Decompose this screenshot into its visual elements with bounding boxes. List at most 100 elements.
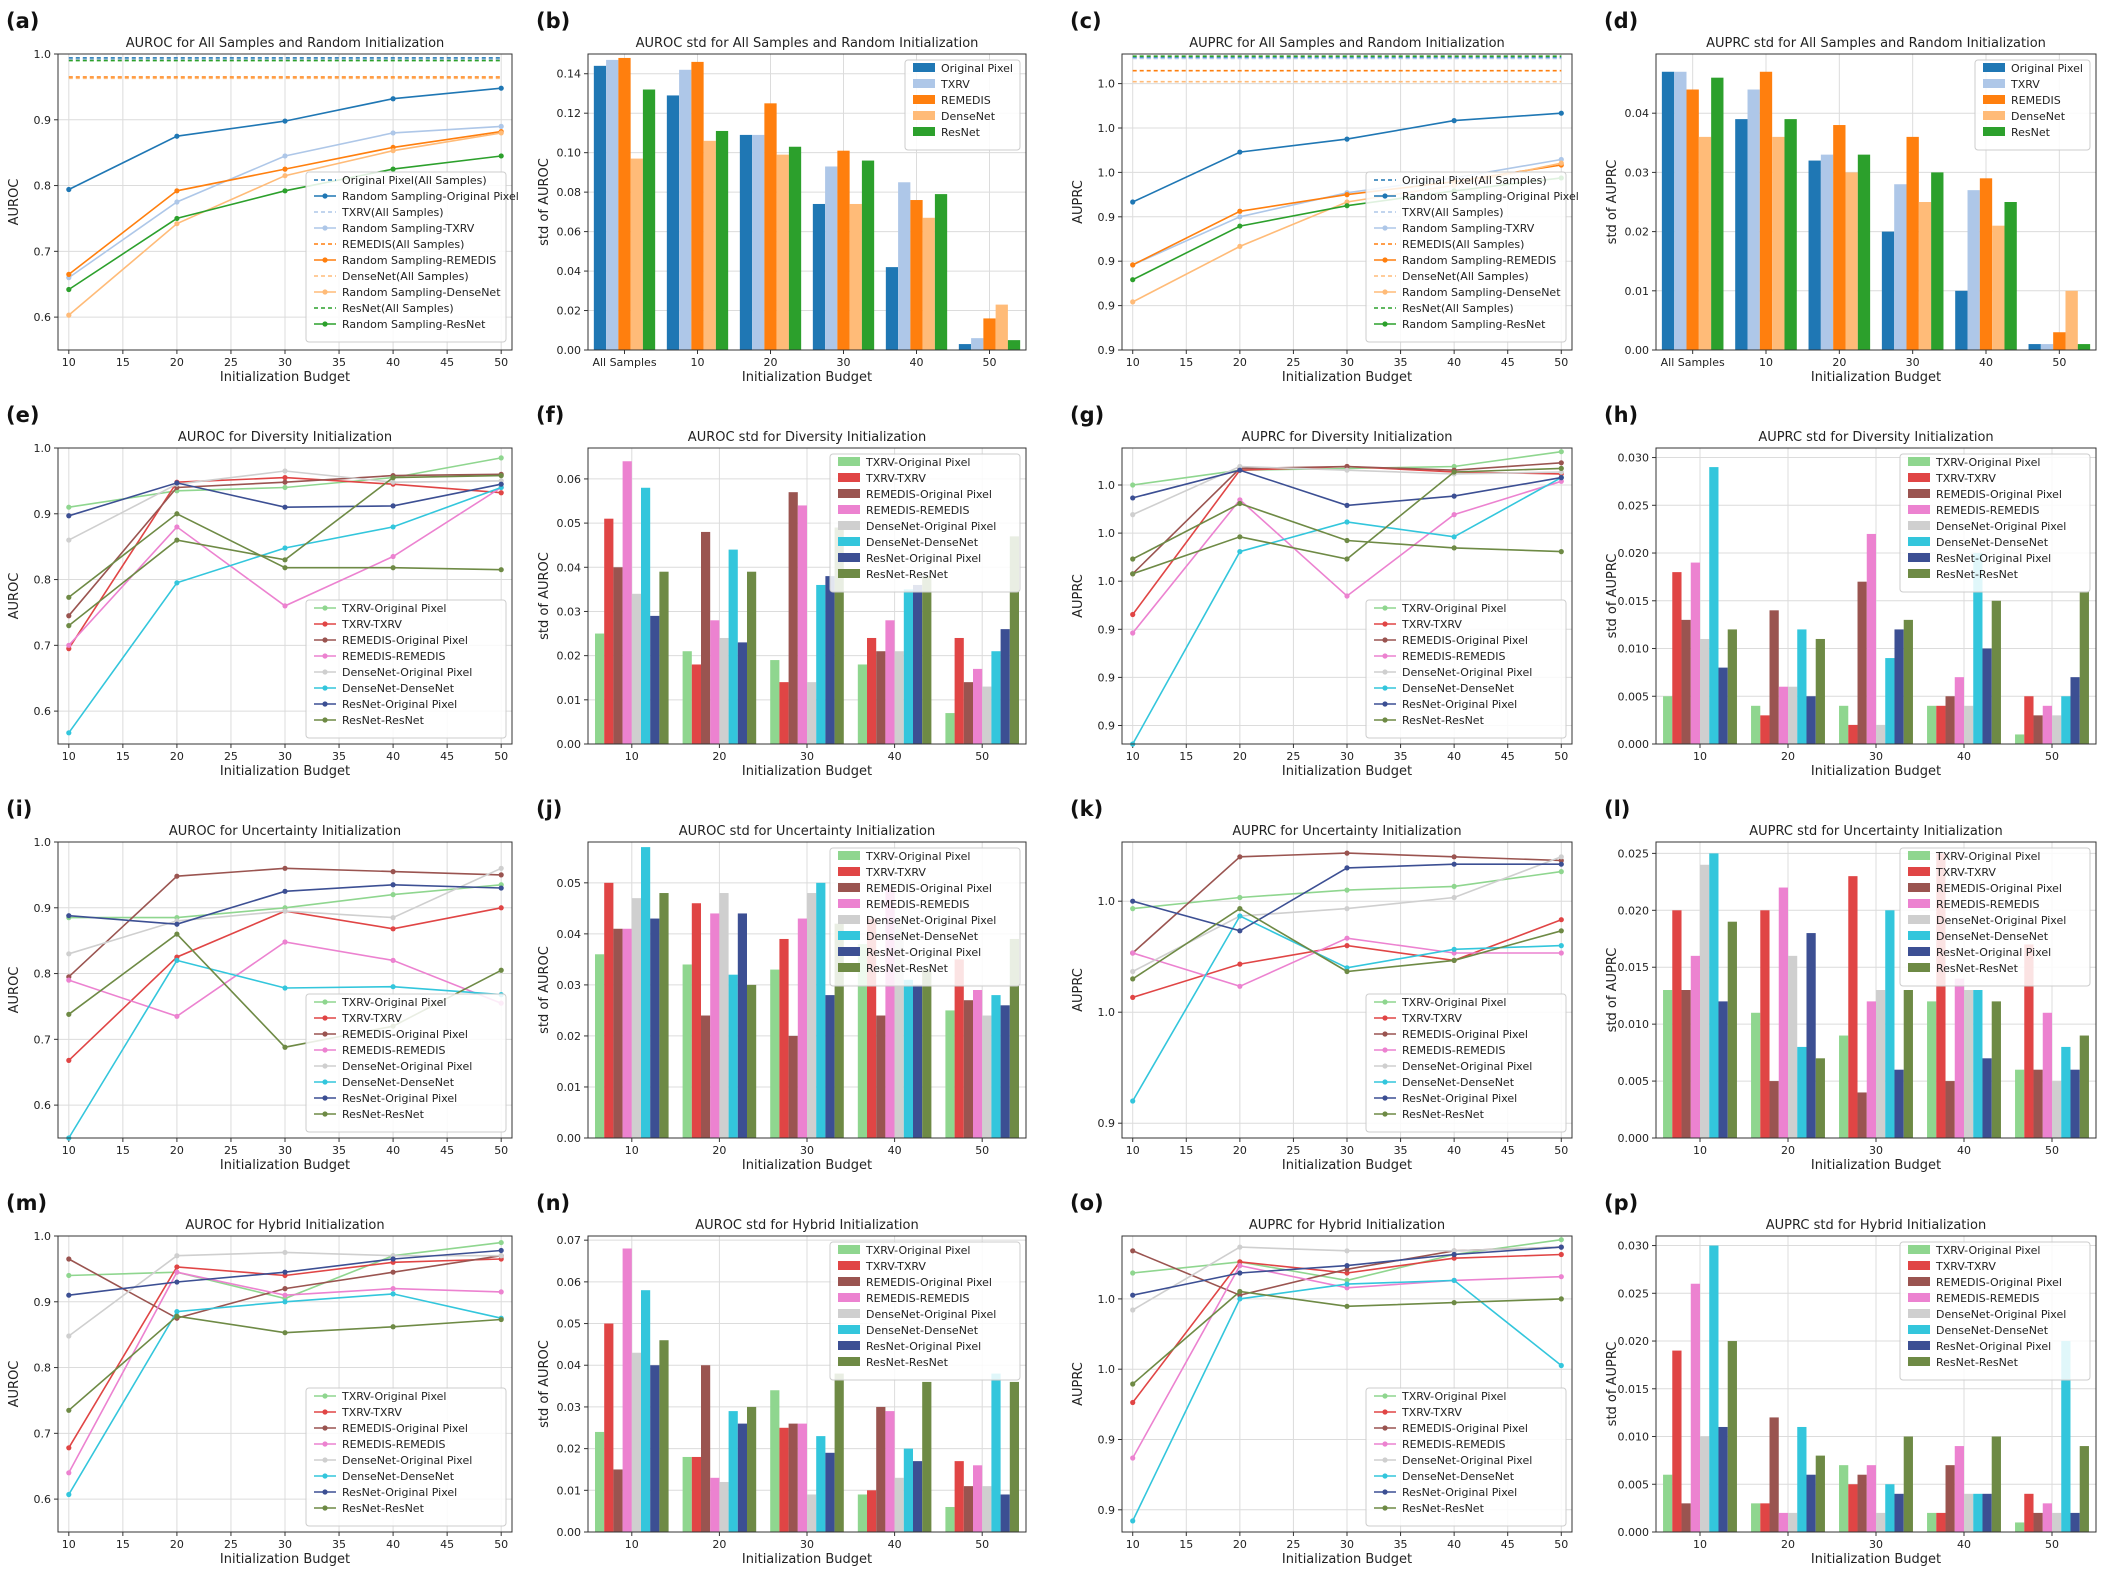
bar [963, 1000, 974, 1138]
data-point [174, 931, 180, 937]
bar [2070, 1069, 2080, 1138]
bar [703, 140, 716, 350]
data-point [1344, 519, 1350, 525]
data-point [1344, 906, 1350, 912]
legend-marker [1382, 321, 1388, 327]
plot-border [587, 1235, 1027, 1533]
data-point [1237, 961, 1243, 967]
panel-n: (n) AUROC std for Hybrid Initialization 0.… [536, 1191, 1027, 1567]
x-axis-label: Initialization Budget [1811, 370, 1941, 385]
data-point [1344, 935, 1350, 941]
legend-label: ResNet-Original Pixel [866, 1340, 981, 1353]
legend-label: DenseNet-DenseNet [1936, 1324, 2049, 1337]
data-point [1451, 957, 1457, 964]
bar [788, 492, 798, 744]
bar [1000, 629, 1010, 744]
data-point [1344, 593, 1350, 599]
legend-label: DenseNet-Original Pixel [342, 1454, 472, 1467]
data-point [390, 926, 396, 932]
bar [1964, 990, 1974, 1138]
bar [715, 130, 729, 350]
x-tick-label: 35 [332, 356, 346, 369]
legend-label: DenseNet-DenseNet [1402, 682, 1515, 695]
bar [857, 664, 868, 744]
legend-label: ResNet-ResNet [342, 714, 425, 727]
legend-swatch [838, 521, 860, 530]
data-point [174, 221, 180, 227]
x-tick-label: 15 [1179, 1538, 1193, 1551]
legend-marker [1382, 1015, 1388, 1021]
legend-label: ResNet(All Samples) [1402, 302, 1514, 315]
legend-marker [1382, 1409, 1388, 1415]
y-tick-label: 0.04 [557, 928, 582, 941]
bar [2052, 1081, 2062, 1138]
data-point [1344, 203, 1350, 209]
bar [1876, 724, 1886, 744]
data-point [1451, 469, 1457, 475]
legend-label: ResNet-ResNet [1936, 1356, 2019, 1369]
x-axis-label: Initialization Budget [742, 764, 872, 779]
bar [2024, 696, 2034, 744]
bar [912, 984, 923, 1138]
legend-label: TXRV-Original Pixel [865, 850, 970, 863]
bar [1967, 190, 1980, 350]
data-point [390, 915, 396, 921]
bar [630, 158, 643, 350]
data-point [174, 1279, 180, 1285]
y-tick-label: 0.02 [1625, 226, 1650, 239]
data-point [1451, 883, 1457, 890]
x-tick-label: 25 [224, 1144, 238, 1157]
y-tick-label: 0.9 [1098, 720, 1116, 733]
legend: TXRV-Original Pixel TXRV-TXRV REMEDIS-Orig… [829, 847, 1021, 987]
bar [954, 637, 964, 744]
data-point [1344, 136, 1350, 142]
data-point [1558, 160, 1564, 166]
bar [1759, 71, 1773, 350]
plot-border [1121, 447, 1573, 745]
legend-label: DenseNet-Original Pixel [342, 1060, 472, 1073]
bar [1751, 1503, 1761, 1532]
legend-label: Random Sampling-Original Pixel [342, 190, 519, 203]
legend: TXRV-Original Pixel TXRV-TXRV REMEDIS-Orig… [305, 599, 507, 739]
y-tick-label: 0.9 [34, 114, 52, 127]
y-tick-label: 0.01 [557, 1484, 582, 1497]
bar [1690, 1283, 1700, 1532]
data-point [282, 166, 288, 172]
legend-swatch [1908, 537, 1930, 546]
bar [2024, 944, 2034, 1138]
legend: Original Pixel TXRV REMEDIS DenseNet ResNet [1974, 59, 2091, 151]
x-tick-label: 35 [332, 1538, 346, 1551]
data-point [1130, 994, 1136, 1001]
data-point [1237, 983, 1243, 989]
panel-letter: (m) [6, 1191, 47, 1215]
legend: TXRV-Original Pixel TXRV-TXRV REMEDIS-Orig… [1365, 993, 1567, 1133]
y-tick-label: 0.03 [557, 979, 582, 992]
data-point [174, 1013, 180, 1019]
data-point [1130, 976, 1136, 982]
bar [779, 682, 789, 744]
bar [710, 1477, 720, 1532]
bar [1839, 1465, 1849, 1532]
legend: TXRV-Original Pixel TXRV-TXRV REMEDIS-Orig… [829, 1241, 1021, 1381]
data-point [1130, 630, 1136, 636]
data-point [1558, 943, 1564, 949]
data-point [66, 1407, 72, 1413]
legend-swatch [838, 473, 860, 482]
y-tick-label: 0.000 [1618, 738, 1650, 751]
data-point [390, 1286, 396, 1292]
bar [1735, 119, 1748, 351]
data-point [390, 892, 396, 898]
x-tick-label: 10 [625, 1538, 639, 1551]
data-point [1344, 1277, 1350, 1283]
panel-title: AUPRC std for Hybrid Initialization [1766, 1218, 1986, 1233]
panel-letter: (e) [6, 403, 39, 427]
bar [867, 918, 877, 1138]
x-axis-label: Initialization Budget [220, 1552, 350, 1567]
plot-border [1121, 53, 1573, 351]
y-tick-label: 0.9 [1098, 255, 1116, 268]
x-tick-label: 30 [278, 1538, 292, 1551]
data-point [1237, 1296, 1243, 1302]
x-tick-label: All Samples [592, 356, 656, 369]
y-axis-label: AUPRC [1071, 574, 1086, 618]
bar [752, 134, 765, 350]
